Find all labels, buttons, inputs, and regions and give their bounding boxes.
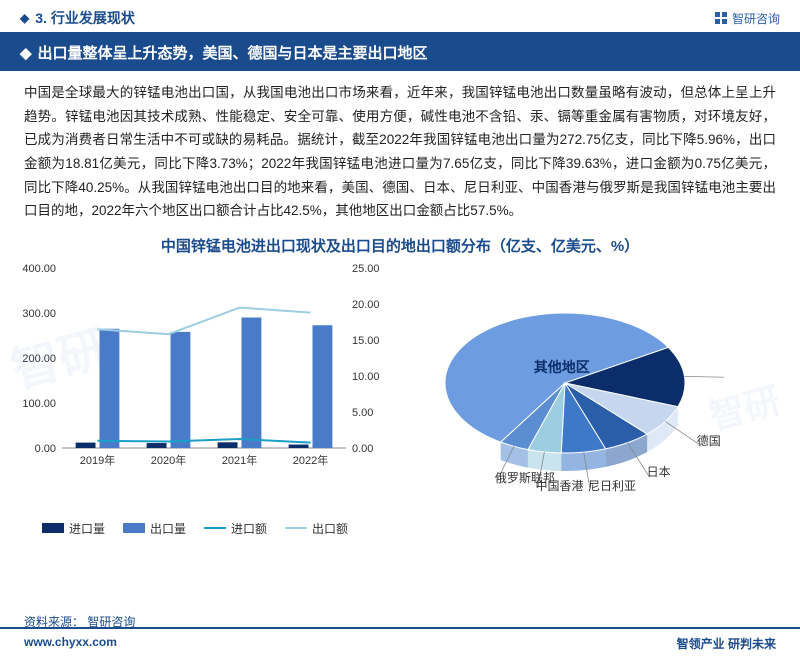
svg-text:0.00: 0.00 <box>352 443 373 455</box>
svg-text:100.00: 100.00 <box>22 398 56 410</box>
svg-text:200.00: 200.00 <box>22 353 56 365</box>
legend-item: 进口额 <box>204 520 267 537</box>
legend-item: 出口额 <box>285 520 348 537</box>
section-number: 3. <box>35 10 47 26</box>
footer-right: 智领产业 研判未来 <box>677 635 776 652</box>
svg-text:15.00: 15.00 <box>352 335 380 347</box>
pie-label: 尼日利亚 <box>588 477 636 494</box>
svg-text:400.00: 400.00 <box>22 263 56 275</box>
banner-diamond-icon: ◆ <box>20 44 32 62</box>
pie-label: 俄罗斯联邦 <box>495 469 555 486</box>
banner: ◆ 出口量整体呈上升态势，美国、德国与日本是主要出口地区 <box>0 34 800 71</box>
bar-chart: 0.00 100.00 200.00 300.00 400.00 0.00 5.00 10.0… <box>10 258 390 518</box>
svg-text:25.00: 25.00 <box>352 263 380 275</box>
svg-text:2022年: 2022年 <box>293 453 328 467</box>
pie-label: 德国 <box>697 432 721 449</box>
svg-text:2019年: 2019年 <box>80 453 115 467</box>
brand-icon <box>714 11 728 25</box>
body-paragraph: 中国是全球最大的锌锰电池出口国，从我国电池出口市场来看，近年来，我国锌锰电池出口… <box>0 71 800 229</box>
bar-legend: 进口量 出口量 进口额 出口额 <box>0 518 360 537</box>
svg-text:2021年: 2021年 <box>222 453 257 467</box>
pie-label: 日本 <box>647 463 671 480</box>
chart-title: 中国锌锰电池进出口现状及出口目的地出口额分布（亿支、亿美元、%） <box>0 229 800 258</box>
brand-top: 智研咨询 <box>714 10 780 27</box>
svg-text:5.00: 5.00 <box>352 407 373 419</box>
charts-row: 0.00 100.00 200.00 300.00 400.00 0.00 5.00 10.0… <box>0 258 800 518</box>
section-header: ◆ 3. 行业发展现状 智研咨询 <box>0 0 800 34</box>
svg-text:0.00: 0.00 <box>35 443 56 455</box>
banner-text: 出口量整体呈上升态势，美国、德国与日本是主要出口地区 <box>38 42 428 63</box>
pie-chart: 其他地区美国德国日本尼日利亚中国香港俄罗斯联邦 <box>390 258 790 518</box>
svg-text:300.00: 300.00 <box>22 308 56 320</box>
footer: www.chyxx.com 智领产业 研判未来 <box>0 627 800 658</box>
svg-text:2020年: 2020年 <box>151 453 186 467</box>
pie-label: 美国 <box>722 365 746 382</box>
svg-text:10.00: 10.00 <box>352 371 380 383</box>
diamond-icon: ◆ <box>20 11 29 25</box>
legend-item: 进口量 <box>42 520 105 537</box>
brand-text: 智研咨询 <box>732 10 780 27</box>
section-title: 行业发展现状 <box>51 8 135 28</box>
svg-text:20.00: 20.00 <box>352 299 380 311</box>
pie-label: 其他地区 <box>534 357 590 377</box>
legend-item: 出口量 <box>123 520 186 537</box>
footer-left: www.chyxx.com <box>24 635 117 652</box>
